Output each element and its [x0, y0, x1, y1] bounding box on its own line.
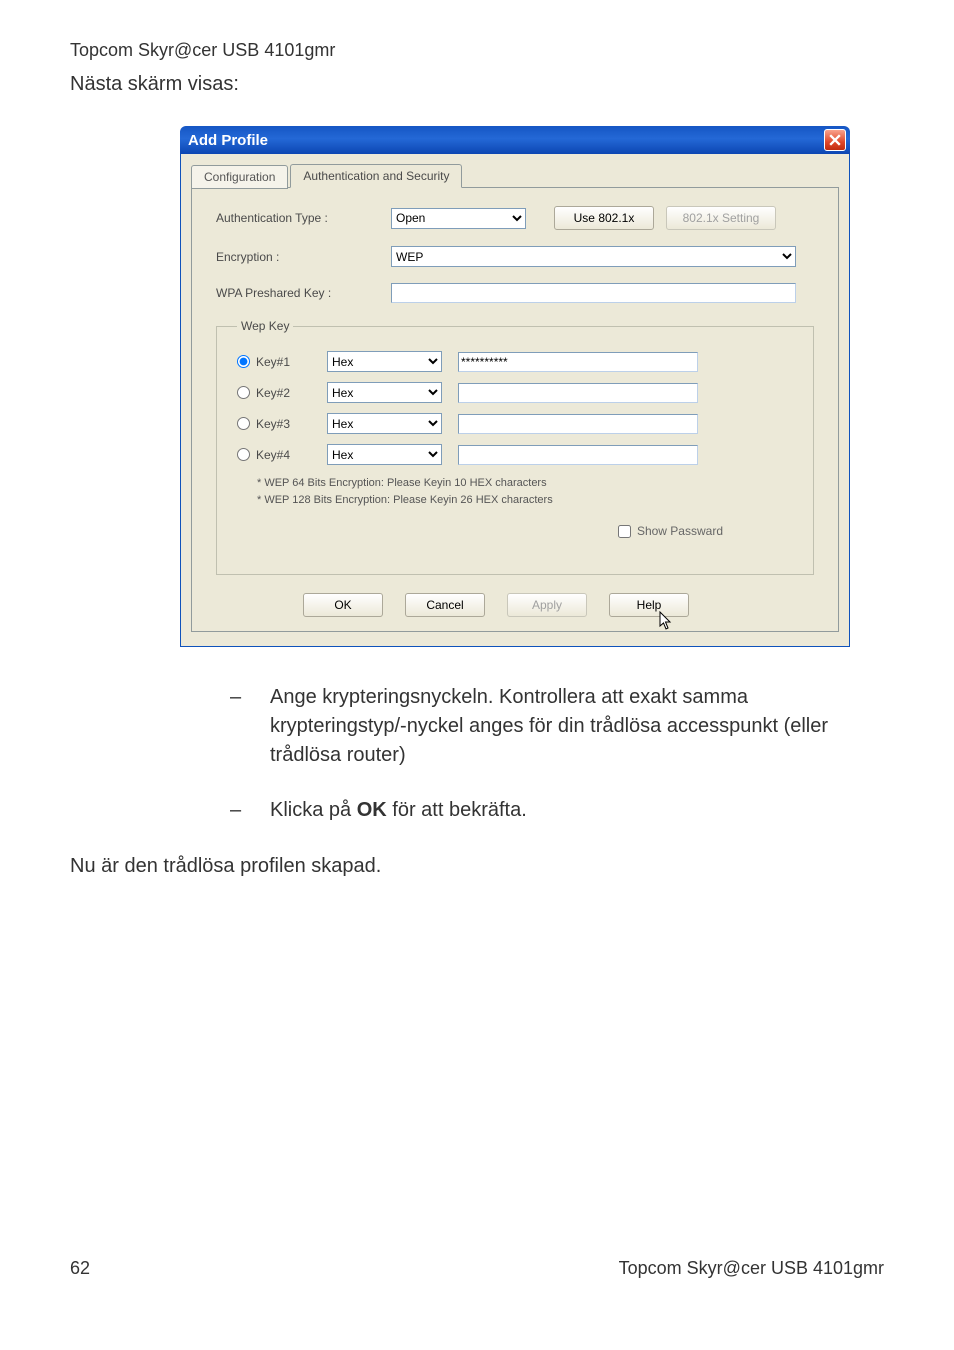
wep-key2-radio-input[interactable] [237, 386, 250, 399]
product-header: Topcom Skyr@cer USB 4101gmr [70, 40, 884, 61]
wep-row-1: Key#1 Hex [237, 351, 793, 372]
wpa-label: WPA Preshared Key : [216, 286, 391, 300]
help-button[interactable]: Help [609, 593, 689, 617]
encryption-label: Encryption : [216, 250, 391, 264]
close-icon [829, 134, 841, 146]
wep-key3-format[interactable]: Hex [327, 413, 442, 434]
wep-legend: Wep Key [237, 319, 293, 333]
wep-key3-radio[interactable]: Key#3 [237, 417, 327, 431]
apply-button: Apply [507, 593, 587, 617]
dialog-title: Add Profile [188, 132, 824, 149]
titlebar: Add Profile [180, 126, 850, 154]
wep-key4-radio[interactable]: Key#4 [237, 448, 327, 462]
wep-row-4: Key#4 Hex [237, 444, 793, 465]
wep-key1-input[interactable] [458, 352, 698, 372]
wep-key1-format[interactable]: Hex [327, 351, 442, 372]
page-number: 62 [70, 1258, 90, 1279]
show-password-checkbox[interactable] [618, 525, 631, 538]
wep-hint-64: * WEP 64 Bits Encryption: Please Keyin 1… [257, 475, 793, 492]
add-profile-dialog: Add Profile Configuration Authentication… [180, 126, 850, 647]
tab-strip: Configuration Authentication and Securit… [191, 164, 839, 188]
wep-key3-input[interactable] [458, 414, 698, 434]
wep-key1-radio-input[interactable] [237, 355, 250, 368]
bullet-1-text: Ange krypteringsnyckeln. Kontrollera att… [270, 683, 884, 770]
wep-key3-label: Key#3 [256, 417, 290, 431]
tab-configuration[interactable]: Configuration [191, 165, 288, 189]
auth-panel: Authentication Type : Open Use 802.1x 80… [191, 187, 839, 632]
close-button[interactable] [824, 129, 846, 151]
cancel-button[interactable]: Cancel [405, 593, 485, 617]
dialog-footer-buttons: OK Cancel Apply Help [216, 593, 814, 617]
auth-type-select[interactable]: Open [391, 208, 526, 229]
wep-key1-radio[interactable]: Key#1 [237, 355, 327, 369]
wep-key4-label: Key#4 [256, 448, 290, 462]
ok-button[interactable]: OK [303, 593, 383, 617]
tab-authentication[interactable]: Authentication and Security [290, 164, 462, 188]
bullet-dash: – [230, 796, 270, 825]
footer-product: Topcom Skyr@cer USB 4101gmr [619, 1258, 884, 1279]
wep-row-2: Key#2 Hex [237, 382, 793, 403]
final-line: Nu är den trådlösa profilen skapad. [70, 855, 884, 878]
intro-text: Nästa skärm visas: [70, 73, 884, 96]
wep-row-3: Key#3 Hex [237, 413, 793, 434]
show-password-label: Show Passward [637, 524, 723, 538]
wep-key2-format[interactable]: Hex [327, 382, 442, 403]
wep-key4-input[interactable] [458, 445, 698, 465]
wep-hint-128: * WEP 128 Bits Encryption: Please Keyin … [257, 492, 793, 509]
wep-key-group: Wep Key Key#1 Hex [216, 319, 814, 575]
wep-key4-radio-input[interactable] [237, 448, 250, 461]
wep-key2-input[interactable] [458, 383, 698, 403]
wep-key3-radio-input[interactable] [237, 417, 250, 430]
bullet-dash: – [230, 683, 270, 770]
wep-key2-label: Key#2 [256, 386, 290, 400]
wep-key1-label: Key#1 [256, 355, 290, 369]
encryption-select[interactable]: WEP [391, 246, 796, 267]
use-8021x-button[interactable]: Use 802.1x [554, 206, 654, 230]
wpa-preshared-key-input[interactable] [391, 283, 796, 303]
wep-key4-format[interactable]: Hex [327, 444, 442, 465]
auth-type-label: Authentication Type : [216, 211, 391, 225]
bullet-2-text: Klicka på OK för att bekräfta. [270, 796, 527, 825]
8021x-setting-button: 802.1x Setting [666, 206, 776, 230]
wep-key2-radio[interactable]: Key#2 [237, 386, 327, 400]
